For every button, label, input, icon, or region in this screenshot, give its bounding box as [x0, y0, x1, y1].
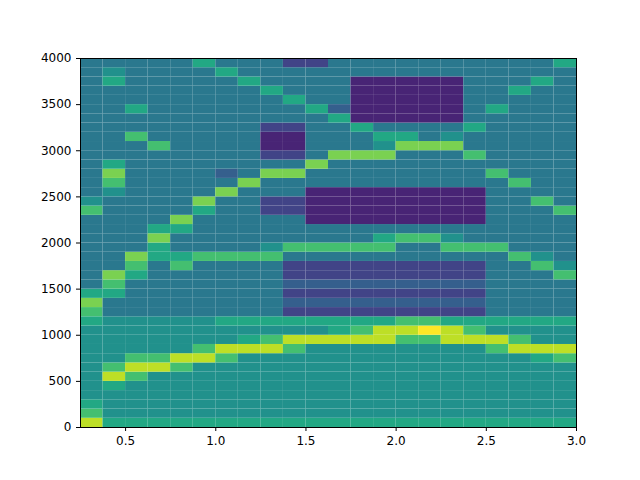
- svg-text:4000: 4000: [41, 51, 72, 65]
- svg-text:2000: 2000: [41, 236, 72, 250]
- svg-text:3.0: 3.0: [567, 434, 586, 448]
- svg-text:3000: 3000: [41, 144, 72, 158]
- svg-text:500: 500: [49, 374, 72, 388]
- svg-text:0: 0: [64, 420, 72, 434]
- svg-text:1.0: 1.0: [206, 434, 225, 448]
- svg-text:2500: 2500: [41, 190, 72, 204]
- svg-text:0.5: 0.5: [116, 434, 135, 448]
- svg-text:1.5: 1.5: [296, 434, 315, 448]
- svg-text:2.0: 2.0: [387, 434, 406, 448]
- svg-text:1000: 1000: [41, 328, 72, 342]
- svg-text:1500: 1500: [41, 282, 72, 296]
- svg-text:2.5: 2.5: [477, 434, 496, 448]
- svg-text:3500: 3500: [41, 97, 72, 111]
